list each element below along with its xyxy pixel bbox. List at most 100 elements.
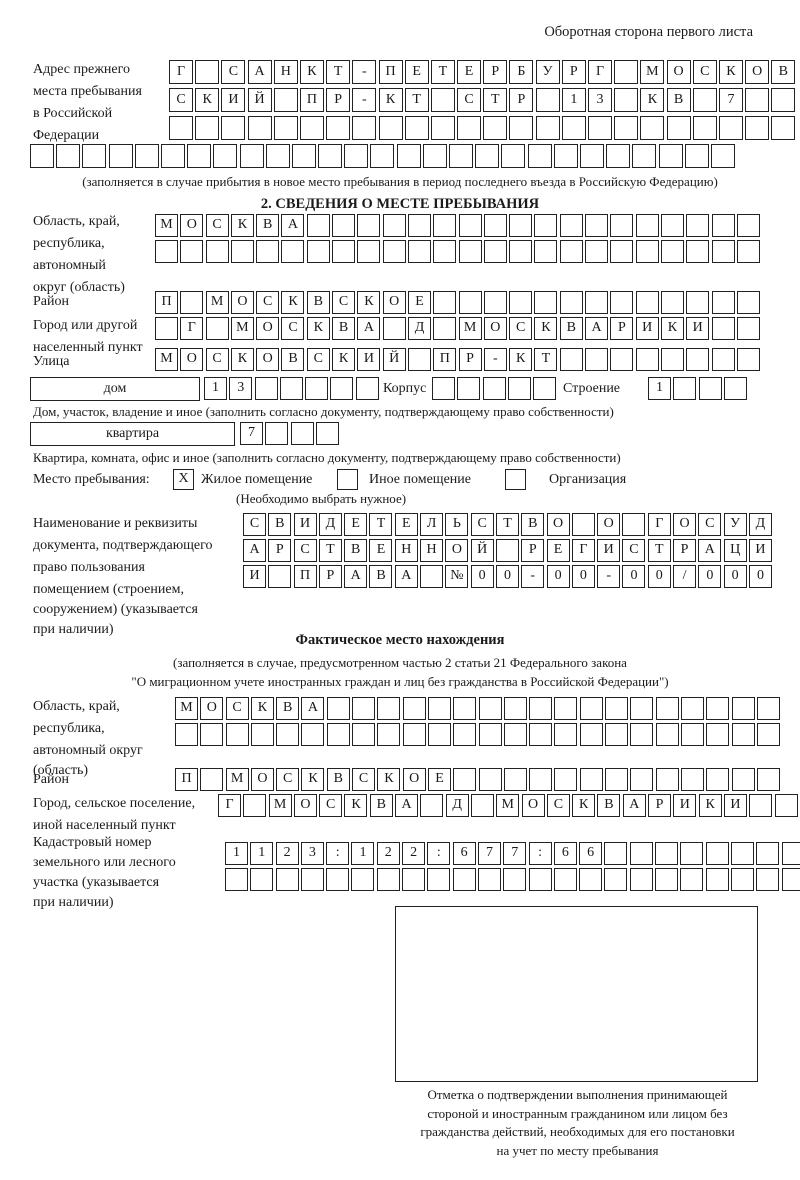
char-cell[interactable] bbox=[749, 794, 773, 817]
char-cell[interactable] bbox=[225, 723, 249, 746]
char-cell[interactable]: 6 bbox=[579, 842, 603, 865]
char-cell[interactable]: О bbox=[180, 348, 204, 371]
char-cell[interactable]: О bbox=[546, 513, 570, 536]
char-cell[interactable] bbox=[579, 723, 603, 746]
char-cell[interactable]: № bbox=[445, 565, 469, 588]
char-cell[interactable] bbox=[108, 144, 133, 168]
flat-number-cells[interactable]: 7 bbox=[240, 422, 341, 445]
char-cell[interactable] bbox=[503, 697, 527, 720]
char-cell[interactable]: 0 bbox=[698, 565, 722, 588]
confirmation-stamp-box[interactable] bbox=[395, 906, 758, 1082]
char-cell[interactable] bbox=[635, 214, 659, 237]
char-cell[interactable]: С bbox=[205, 214, 229, 237]
char-cell[interactable] bbox=[407, 214, 431, 237]
char-cell[interactable]: - bbox=[521, 565, 545, 588]
char-cell[interactable]: Т bbox=[326, 60, 351, 84]
char-cell[interactable] bbox=[771, 88, 796, 112]
char-cell[interactable] bbox=[640, 116, 665, 140]
char-cell[interactable] bbox=[247, 116, 272, 140]
char-cell[interactable]: С bbox=[293, 539, 317, 562]
char-cell[interactable]: 0 bbox=[546, 565, 570, 588]
char-cell[interactable]: С bbox=[276, 768, 300, 791]
char-cell[interactable]: Б bbox=[509, 60, 534, 84]
char-cell[interactable]: П bbox=[155, 291, 178, 314]
char-cell[interactable]: Р bbox=[521, 539, 545, 562]
char-cell[interactable]: Р bbox=[509, 88, 534, 112]
char-cell[interactable] bbox=[330, 377, 354, 400]
char-cell[interactable] bbox=[756, 768, 780, 791]
char-cell[interactable]: Р bbox=[483, 60, 508, 84]
char-cell[interactable]: С bbox=[546, 794, 570, 817]
char-cell[interactable]: И bbox=[221, 88, 246, 112]
char-cell[interactable]: А bbox=[395, 794, 419, 817]
char-cell[interactable]: 6 bbox=[452, 842, 476, 865]
char-cell[interactable]: А bbox=[698, 539, 722, 562]
char-cell[interactable] bbox=[458, 240, 482, 263]
char-cell[interactable]: К bbox=[195, 88, 220, 112]
char-cell[interactable] bbox=[187, 144, 212, 168]
char-cell[interactable] bbox=[686, 348, 710, 371]
char-cell[interactable]: С bbox=[169, 88, 193, 112]
char-cell[interactable]: К bbox=[230, 214, 254, 237]
char-cell[interactable] bbox=[614, 116, 639, 140]
char-cell[interactable] bbox=[579, 768, 603, 791]
char-cell[interactable]: Р bbox=[648, 794, 672, 817]
char-cell[interactable] bbox=[736, 317, 760, 340]
char-cell[interactable] bbox=[160, 144, 185, 168]
char-cell[interactable] bbox=[376, 868, 400, 891]
char-cell[interactable] bbox=[559, 240, 583, 263]
char-cell[interactable] bbox=[706, 697, 730, 720]
char-cell[interactable]: М bbox=[458, 317, 482, 340]
char-cell[interactable] bbox=[771, 116, 796, 140]
char-cell[interactable]: Л bbox=[420, 513, 444, 536]
char-cell[interactable] bbox=[299, 116, 324, 140]
char-cell[interactable]: В bbox=[666, 88, 691, 112]
char-cell[interactable] bbox=[205, 317, 229, 340]
char-cell[interactable]: С bbox=[352, 768, 376, 791]
char-cell[interactable] bbox=[268, 565, 292, 588]
char-cell[interactable]: У bbox=[723, 513, 747, 536]
char-cell[interactable] bbox=[579, 144, 604, 168]
char-cell[interactable] bbox=[585, 348, 609, 371]
char-cell[interactable]: В bbox=[268, 513, 292, 536]
char-cell[interactable] bbox=[718, 116, 743, 140]
char-cell[interactable] bbox=[706, 768, 730, 791]
char-cell[interactable]: Е bbox=[369, 539, 393, 562]
char-cell[interactable] bbox=[332, 240, 356, 263]
char-cell[interactable]: А bbox=[585, 317, 609, 340]
char-cell[interactable] bbox=[711, 348, 735, 371]
prev-address-row-3[interactable] bbox=[169, 116, 796, 140]
char-cell[interactable] bbox=[357, 240, 381, 263]
char-cell[interactable] bbox=[503, 768, 527, 791]
char-cell[interactable]: В bbox=[369, 794, 393, 817]
char-cell[interactable]: П bbox=[433, 348, 457, 371]
char-cell[interactable]: В bbox=[326, 768, 350, 791]
char-cell[interactable] bbox=[265, 422, 289, 445]
char-cell[interactable] bbox=[483, 116, 508, 140]
char-cell[interactable] bbox=[300, 868, 324, 891]
char-cell[interactable] bbox=[458, 291, 482, 314]
char-cell[interactable] bbox=[402, 868, 426, 891]
char-cell[interactable]: К bbox=[250, 697, 274, 720]
char-cell[interactable]: Е bbox=[427, 768, 451, 791]
char-cell[interactable]: И bbox=[243, 565, 266, 588]
char-cell[interactable]: П bbox=[299, 88, 324, 112]
char-cell[interactable] bbox=[430, 88, 455, 112]
char-cell[interactable]: М bbox=[205, 291, 229, 314]
char-cell[interactable]: О bbox=[597, 513, 621, 536]
char-cell[interactable] bbox=[402, 697, 426, 720]
house-box-label[interactable]: дом bbox=[30, 377, 200, 401]
char-cell[interactable] bbox=[529, 697, 553, 720]
char-cell[interactable]: С bbox=[698, 513, 722, 536]
prev-address-row-4-full[interactable] bbox=[30, 144, 735, 168]
char-cell[interactable]: К bbox=[509, 348, 533, 371]
char-cell[interactable] bbox=[427, 868, 451, 891]
char-cell[interactable] bbox=[382, 214, 406, 237]
flat-box-label[interactable]: квартира bbox=[30, 422, 235, 446]
char-cell[interactable] bbox=[655, 723, 679, 746]
char-cell[interactable] bbox=[221, 116, 246, 140]
char-cell[interactable] bbox=[478, 723, 502, 746]
char-cell[interactable] bbox=[686, 240, 710, 263]
char-cell[interactable]: 2 bbox=[376, 842, 400, 865]
